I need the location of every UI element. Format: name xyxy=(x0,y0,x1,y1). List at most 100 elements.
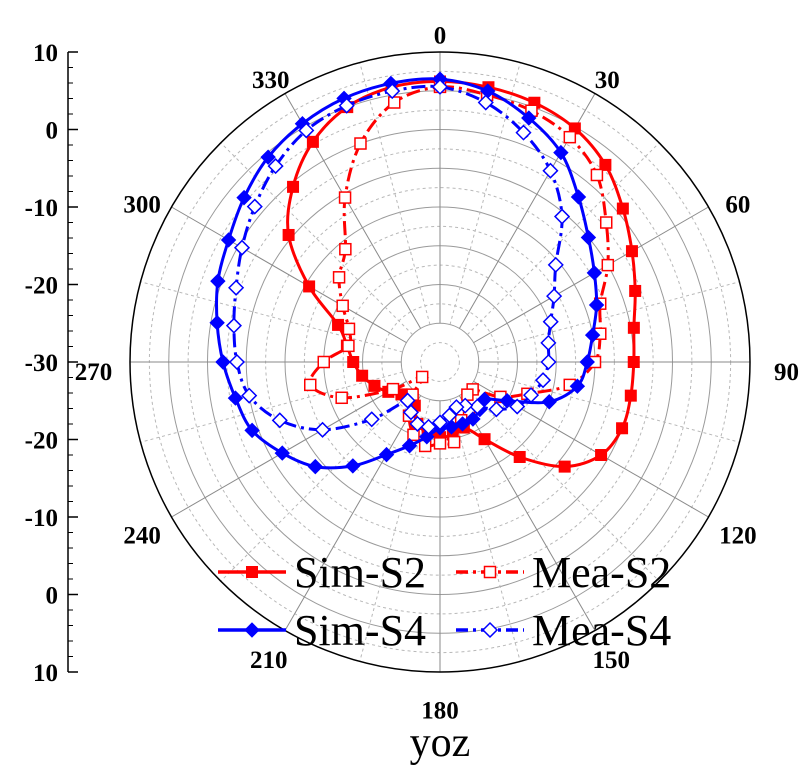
data-point-sim-s4 xyxy=(569,378,586,394)
legend-label: Sim-S2 xyxy=(294,548,426,597)
major-spoke xyxy=(284,395,422,631)
data-point-mea-s4 xyxy=(271,412,288,429)
legend-label: Sim-S4 xyxy=(294,606,426,655)
data-point-sim-s2 xyxy=(627,321,640,334)
data-point-mea-s2 xyxy=(342,322,356,336)
data-point-mea-s4 xyxy=(542,162,559,179)
radial-tick-label: -20 xyxy=(25,428,58,455)
legend-entry-mea-s4: Mea-S4 xyxy=(456,606,671,655)
data-point-mea-s2 xyxy=(342,339,355,353)
legend-marker xyxy=(244,622,260,638)
data-point-sim-s4 xyxy=(499,393,515,409)
data-point-mea-s4 xyxy=(233,239,251,256)
data-point-mea-s4 xyxy=(228,353,246,371)
data-point-mea-s2 xyxy=(461,388,474,401)
data-point-sim-s4 xyxy=(227,390,244,406)
data-point-mea-s4 xyxy=(509,398,526,415)
data-point-sim-s2 xyxy=(625,245,638,258)
data-point-mea-s4 xyxy=(338,97,355,114)
data-point-mea-s4 xyxy=(542,313,559,330)
data-point-mea-s4 xyxy=(477,94,494,111)
data-point-mea-s2 xyxy=(599,216,613,229)
data-point-mea-s4 xyxy=(409,415,426,432)
data-point-sim-s2 xyxy=(332,318,345,331)
data-point-sim-s4 xyxy=(465,411,481,427)
legend-label: Mea-S2 xyxy=(532,548,671,597)
data-point-sim-s2 xyxy=(599,158,612,171)
data-point-sim-s2 xyxy=(306,135,319,148)
data-point-mea-s2 xyxy=(336,299,349,313)
minor-spoke xyxy=(140,371,403,443)
minor-spoke xyxy=(477,281,740,353)
angle-labels: 0 30 60 90 120 150 180 210 240 270 300 330 xyxy=(75,22,799,724)
radial-tick-label: 10 xyxy=(33,660,58,687)
series-line-mea-s4 xyxy=(232,84,564,432)
data-point-mea-s2 xyxy=(407,428,420,442)
data-point-mea-s2 xyxy=(339,242,352,256)
data-point-sim-s2 xyxy=(513,450,526,463)
radial-tick-label: 0 xyxy=(46,118,59,145)
data-point-sim-s4 xyxy=(236,189,252,206)
angle-label-330: 330 xyxy=(252,67,290,94)
data-point-mea-s2 xyxy=(335,391,348,405)
data-point-mea-s4 xyxy=(547,256,564,273)
data-point-mea-s2 xyxy=(338,191,352,204)
angle-label-120: 120 xyxy=(719,522,757,549)
data-point-mea-s4 xyxy=(402,404,419,421)
data-point-mea-s2 xyxy=(563,130,577,144)
data-point-mea-s4 xyxy=(399,392,416,409)
series-sim-s4 xyxy=(209,71,605,475)
major-spoke xyxy=(171,206,407,344)
data-point-sim-s2 xyxy=(616,202,629,215)
data-point-mea-s4 xyxy=(363,411,380,428)
data-point-mea-s2 xyxy=(601,258,615,272)
data-point-mea-s4 xyxy=(441,407,458,424)
data-point-mea-s4 xyxy=(225,317,242,334)
data-point-sim-s4 xyxy=(553,144,569,161)
angle-label-150: 150 xyxy=(593,647,631,674)
data-point-mea-s4 xyxy=(241,387,258,404)
legend-entry-mea-s2: Mea-S2 xyxy=(456,548,671,597)
data-point-sim-s2 xyxy=(624,389,637,402)
data-point-mea-s4 xyxy=(267,158,284,175)
data-point-sim-s4 xyxy=(454,416,471,432)
data-point-sim-s4 xyxy=(210,273,226,289)
data-point-sim-s4 xyxy=(215,354,231,370)
data-point-mea-s4 xyxy=(515,124,532,141)
angle-label-60: 60 xyxy=(725,192,750,219)
data-point-mea-s4 xyxy=(540,334,557,351)
data-point-mea-s4 xyxy=(546,288,563,305)
radial-axis: 10 0 -10 -20 -30 -20 -10 0 10 xyxy=(25,40,78,687)
angle-label-270: 270 xyxy=(75,359,113,386)
legend-entry-sim-s2: Sim-S2 xyxy=(218,548,426,597)
legend-entry-sim-s4: Sim-S4 xyxy=(218,606,426,655)
data-point-sim-s2 xyxy=(595,449,608,461)
radial-tick-label: -30 xyxy=(25,350,58,377)
data-point-sim-s4 xyxy=(580,229,597,246)
data-point-sim-s4 xyxy=(345,458,361,474)
data-point-mea-s2 xyxy=(590,168,604,182)
polar-grid xyxy=(129,51,751,673)
data-point-mea-s4 xyxy=(448,399,465,416)
legend-label: Mea-S4 xyxy=(532,606,671,655)
angle-label-300: 300 xyxy=(123,192,161,219)
data-point-sim-s4 xyxy=(586,265,603,281)
data-point-mea-s4 xyxy=(540,353,557,371)
data-point-sim-s2 xyxy=(558,460,571,473)
data-point-mea-s2 xyxy=(304,378,317,392)
data-point-sim-s2 xyxy=(347,356,360,368)
outer-ring xyxy=(129,51,751,673)
legend-marker xyxy=(483,565,497,579)
data-point-mea-s2 xyxy=(415,370,429,384)
data-series xyxy=(209,71,642,475)
data-point-sim-s4 xyxy=(521,110,537,126)
data-point-mea-s2 xyxy=(387,96,401,109)
radial-tick-label: 0 xyxy=(46,583,59,610)
data-point-sim-s4 xyxy=(584,327,601,343)
data-point-sim-s2 xyxy=(282,228,295,241)
legend: Sim-S2 Mea-S2 Sim-S4 Mea-S4 xyxy=(218,548,671,655)
data-point-mea-s2 xyxy=(354,137,367,150)
data-point-sim-s4 xyxy=(401,438,418,454)
angle-label-0: 0 xyxy=(434,22,447,49)
data-point-sim-s4 xyxy=(260,149,276,165)
